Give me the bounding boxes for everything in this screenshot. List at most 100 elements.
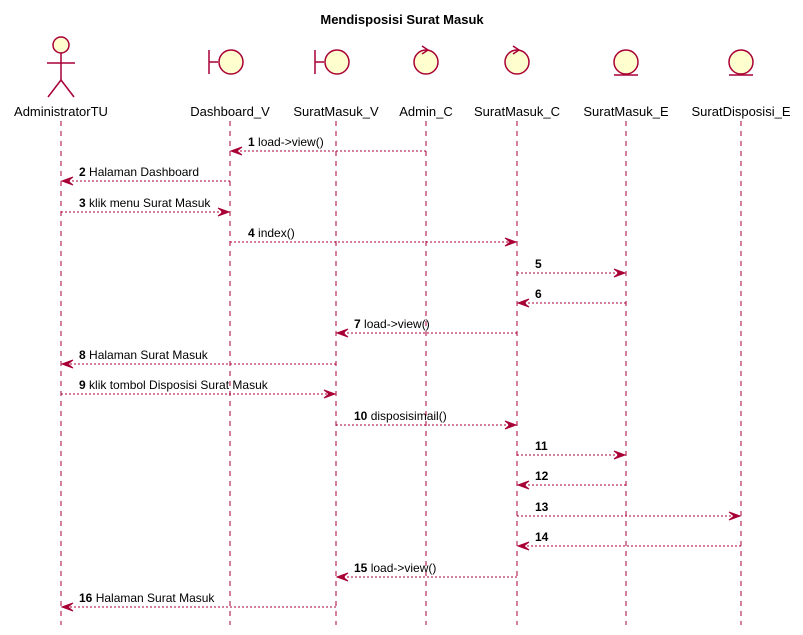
participant-suratmasuk-e: SuratMasuk_E xyxy=(583,49,669,119)
message-number: 2 xyxy=(79,165,86,179)
participant-label: Admin_C xyxy=(399,104,452,119)
participant-suratdisposisi-e: SuratDisposisi_E xyxy=(692,49,791,119)
participant-label: Dashboard_V xyxy=(190,104,270,119)
message-3: 3 klik menu Surat Masuk xyxy=(61,196,231,217)
message-label: 16 Halaman Surat Masuk xyxy=(79,591,215,605)
arrowhead-icon xyxy=(323,389,337,399)
boundary-icon xyxy=(208,49,244,75)
arrowhead-icon xyxy=(60,602,74,612)
message-number: 6 xyxy=(535,287,542,301)
participant-label: SuratDisposisi_E xyxy=(692,104,791,119)
message-text: Halaman Surat Masuk xyxy=(86,348,209,362)
message-8: 8 Halaman Surat Masuk xyxy=(60,348,336,369)
message-14: 14 xyxy=(516,530,741,551)
arrowhead-icon xyxy=(335,572,349,582)
message-number: 7 xyxy=(354,317,361,331)
arrowhead-icon xyxy=(504,420,518,430)
arrowhead-icon xyxy=(516,480,530,490)
message-number: 1 xyxy=(248,135,255,149)
message-number: 14 xyxy=(535,530,549,544)
message-number: 8 xyxy=(79,348,86,362)
arrowhead-icon xyxy=(728,511,742,521)
message-5: 5 xyxy=(517,257,627,278)
participant-label: SuratMasuk_C xyxy=(474,104,560,119)
message-text: load->view() xyxy=(367,561,436,575)
participant-suratmasuk-v: SuratMasuk_V xyxy=(293,49,379,119)
participants: AdministratorTU Dashboard_V SuratMasuk_V Ad… xyxy=(14,36,791,119)
diagram-title: Mendisposisi Surat Masuk xyxy=(320,12,484,27)
message-1: 1 load->view() xyxy=(229,135,426,156)
arrowhead-icon xyxy=(217,207,231,217)
actor-icon xyxy=(47,36,75,98)
arrowhead-icon xyxy=(335,328,349,338)
participant-label: SuratMasuk_E xyxy=(583,104,669,119)
message-text: Halaman Dashboard xyxy=(86,165,199,179)
message-label: 14 xyxy=(535,530,549,544)
message-number: 12 xyxy=(535,469,549,483)
participant-label: AdministratorTU xyxy=(14,104,108,119)
message-7: 7 load->view() xyxy=(335,317,517,338)
message-9: 9 klik tombol Disposisi Surat Masuk xyxy=(61,378,337,399)
message-label: 1 load->view() xyxy=(248,135,324,149)
participant-admin-c: Admin_C xyxy=(399,45,453,119)
message-number: 9 xyxy=(79,378,86,392)
message-label: 10 disposisimail() xyxy=(354,409,447,423)
message-number: 4 xyxy=(248,226,255,240)
arrowhead-icon xyxy=(516,298,530,308)
participant-dashboard-v: Dashboard_V xyxy=(190,49,270,119)
arrowhead-icon xyxy=(504,237,518,247)
message-number: 10 xyxy=(354,409,368,423)
message-label: 9 klik tombol Disposisi Surat Masuk xyxy=(79,378,269,392)
message-label: 15 load->view() xyxy=(354,561,436,575)
message-text: load->view() xyxy=(255,135,324,149)
message-number: 16 xyxy=(79,591,93,605)
message-text: disposisimail() xyxy=(367,409,446,423)
message-2: 2 Halaman Dashboard xyxy=(60,165,230,186)
message-10: 10 disposisimail() xyxy=(336,409,518,430)
message-text: load->view() xyxy=(361,317,430,331)
participant-suratmasuk-c: SuratMasuk_C xyxy=(474,45,560,119)
message-label: 7 load->view() xyxy=(354,317,430,331)
lifelines xyxy=(60,121,742,625)
boundary-icon xyxy=(314,49,350,75)
message-label: 5 xyxy=(535,257,542,271)
message-label: 2 Halaman Dashboard xyxy=(79,165,199,179)
message-number: 15 xyxy=(354,561,368,575)
message-label: 8 Halaman Surat Masuk xyxy=(79,348,209,362)
message-text: klik tombol Disposisi Surat Masuk xyxy=(86,378,269,392)
control-icon xyxy=(413,45,439,75)
arrowhead-icon xyxy=(60,176,74,186)
arrowhead-icon xyxy=(613,450,627,460)
message-16: 16 Halaman Surat Masuk xyxy=(60,591,336,612)
message-4: 4 index() xyxy=(230,226,518,247)
message-number: 13 xyxy=(535,500,549,514)
entity-icon xyxy=(613,49,639,76)
message-label: 11 xyxy=(535,439,548,453)
message-15: 15 load->view() xyxy=(335,561,517,582)
message-number: 3 xyxy=(79,196,86,210)
entity-icon xyxy=(728,49,754,76)
message-label: 4 index() xyxy=(248,226,295,240)
message-text: klik menu Surat Masuk xyxy=(86,196,212,210)
control-icon xyxy=(504,45,530,75)
arrowhead-icon xyxy=(613,268,627,278)
message-label: 12 xyxy=(535,469,549,483)
message-label: 6 xyxy=(535,287,542,301)
message-number: 11 xyxy=(535,439,548,453)
message-6: 6 xyxy=(516,287,626,308)
arrowhead-icon xyxy=(516,541,530,551)
message-number: 5 xyxy=(535,257,542,271)
message-label: 3 klik menu Surat Masuk xyxy=(79,196,211,210)
message-label: 13 xyxy=(535,500,549,514)
message-12: 12 xyxy=(516,469,626,490)
message-text: index() xyxy=(255,226,295,240)
messages: 1 load->view() 2 Halaman Dashboard 3 klik … xyxy=(60,135,742,612)
participant-label: SuratMasuk_V xyxy=(293,104,379,119)
arrowhead-icon xyxy=(60,359,74,369)
message-11: 11 xyxy=(517,439,627,460)
participant-administratortu: AdministratorTU xyxy=(14,36,108,119)
arrowhead-icon xyxy=(229,146,243,156)
message-text: Halaman Surat Masuk xyxy=(92,591,215,605)
message-13: 13 xyxy=(517,500,742,521)
